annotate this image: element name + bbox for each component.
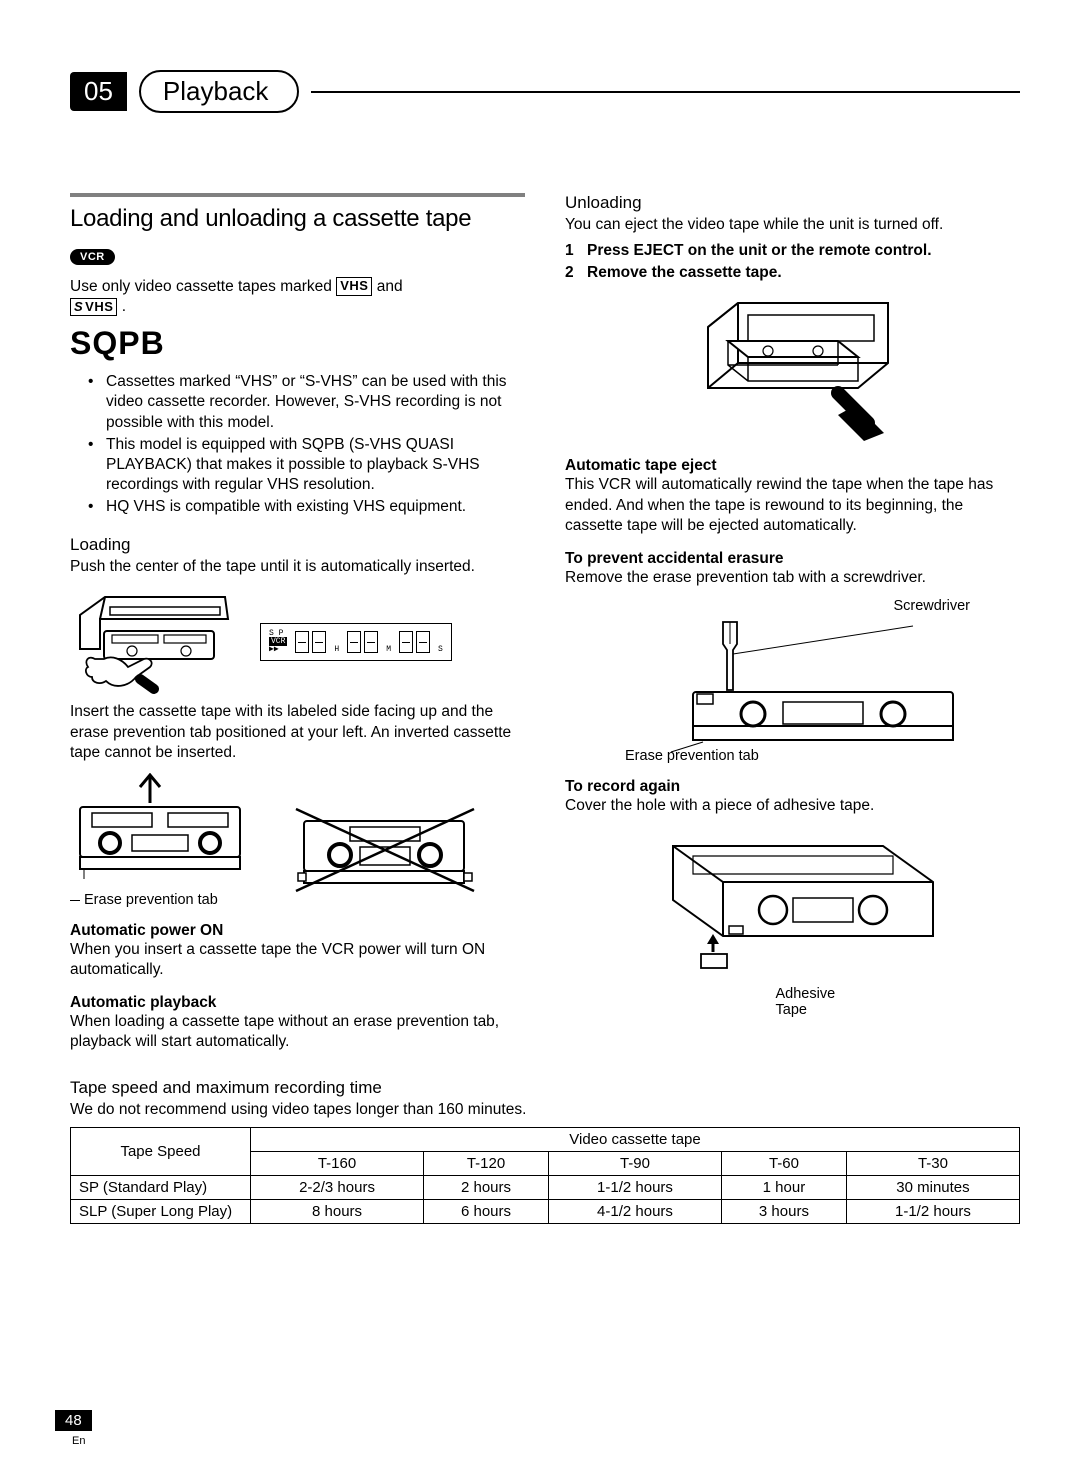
auto-playback-text: When loading a cassette tape without an … (70, 1012, 525, 1052)
sqpb-logo: SQPB (70, 325, 525, 362)
table-cell: 3 hours (722, 1199, 847, 1223)
table-cell: 8 hours (251, 1199, 424, 1223)
unloading-subhead: Unloading (565, 193, 1020, 213)
svhs-logo-icon: VHS (70, 298, 117, 317)
remove-tab-icon (663, 614, 983, 754)
page-number: 48 (55, 1410, 92, 1431)
erase-tab-label-2: Erase prevention tab (625, 748, 1020, 764)
chapter-number: 05 (70, 72, 127, 111)
auto-eject-head: Automatic tape eject (565, 457, 1020, 475)
prevent-erasure-text: Remove the erase prevention tab with a s… (565, 568, 1020, 588)
table-col: T-30 (846, 1151, 1019, 1175)
adhesive-tape-icon (643, 826, 943, 986)
vcr-badge: VCR (70, 249, 115, 265)
screwdriver-label: Screwdriver (625, 598, 1020, 614)
auto-power-head: Automatic power ON (70, 922, 525, 940)
table-row: SP (Standard Play) 2-2/3 hours 2 hours 1… (71, 1175, 1020, 1199)
prevent-erasure-head: To prevent accidental erasure (565, 550, 1020, 568)
left-column: Loading and unloading a cassette tape VC… (70, 193, 525, 1052)
chapter-header: 05 Playback (70, 70, 1020, 113)
section-title: Loading and unloading a cassette tape (70, 193, 525, 233)
wrong-cassette-icon (290, 803, 480, 908)
correct-cassette-icon: Erase prevention tab (70, 773, 250, 908)
chapter-title: Playback (139, 70, 299, 113)
table-cell: 30 minutes (846, 1175, 1019, 1199)
adhesive-figure: Adhesive Tape (565, 826, 1020, 1018)
table-head-speed: Tape Speed (71, 1127, 251, 1175)
table-cell: 4-1/2 hours (548, 1199, 721, 1223)
bullet-item: Cassettes marked “VHS” or “S-VHS” can be… (106, 372, 525, 432)
bullet-item: HQ VHS is compatible with existing VHS e… (106, 497, 525, 517)
use-only-pre: Use only video cassette tapes marked (70, 278, 336, 295)
auto-playback-head: Automatic playback (70, 994, 525, 1012)
table-col: T-60 (722, 1151, 847, 1175)
table-cell: 2 hours (424, 1175, 549, 1199)
table-col: T-120 (424, 1151, 549, 1175)
table-cell: 1-1/2 hours (548, 1175, 721, 1199)
vhs-logo-icon: VHS (336, 277, 372, 296)
sqpb-bullets: Cassettes marked “VHS” or “S-VHS” can be… (70, 372, 525, 517)
record-again-text: Cover the hole with a piece of adhesive … (565, 796, 1020, 816)
cassette-orientation-figure: Erase prevention tab (70, 773, 525, 908)
step-item: Press EJECT on the unit or the remote co… (565, 241, 1020, 261)
table-cell: 1-1/2 hours (846, 1199, 1019, 1223)
table-head-group: Video cassette tape (251, 1127, 1020, 1151)
chapter-rule (311, 91, 1020, 93)
right-column: Unloading You can eject the video tape w… (565, 193, 1020, 1052)
use-only-mid: and (377, 278, 403, 295)
step-item: Remove the cassette tape. (565, 263, 1020, 283)
adhesive-label: Adhesive Tape (776, 986, 856, 1018)
table-row-label: SLP (Super Long Play) (71, 1199, 251, 1223)
vcr-display: S P VCR ▶▶ H M S (260, 623, 452, 661)
auto-eject-text: This VCR will automatically rewind the t… (565, 475, 1020, 535)
tape-speed-section: Tape speed and maximum recording time We… (70, 1078, 1020, 1223)
table-cell: 2-2/3 hours (251, 1175, 424, 1199)
screwdriver-figure: Screwdriver Erase prevention tab (565, 598, 1020, 764)
table-row: SLP (Super Long Play) 8 hours 6 hours 4-… (71, 1199, 1020, 1223)
display-mode-label: S P VCR ▶▶ (269, 630, 287, 654)
use-only-text: Use only video cassette tapes marked VHS… (70, 277, 525, 317)
table-row-label: SP (Standard Play) (71, 1175, 251, 1199)
table-cell: 6 hours (424, 1199, 549, 1223)
eject-cassette-icon (688, 293, 898, 443)
insert-orientation-text: Insert the cassette tape with its labele… (70, 702, 525, 762)
table-col: T-160 (251, 1151, 424, 1175)
tape-speed-text: We do not recommend using video tapes lo… (70, 1100, 1020, 1120)
auto-power-text: When you insert a cassette tape the VCR … (70, 940, 525, 980)
use-only-post: . (122, 298, 126, 315)
table-col: T-90 (548, 1151, 721, 1175)
loading-text: Push the center of the tape until it is … (70, 557, 525, 577)
erase-tab-label: Erase prevention tab (70, 892, 250, 908)
unloading-text: You can eject the video tape while the u… (565, 215, 1020, 235)
recording-time-table: Tape Speed Video cassette tape T-160 T-1… (70, 1127, 1020, 1224)
bullet-item: This model is equipped with SQPB (S-VHS … (106, 435, 525, 495)
loading-figure: S P VCR ▶▶ H M S (70, 589, 525, 694)
language-code: En (72, 1435, 85, 1447)
table-cell: 1 hour (722, 1175, 847, 1199)
unloading-steps: Press EJECT on the unit or the remote co… (565, 241, 1020, 283)
eject-figure (565, 293, 1020, 443)
record-again-head: To record again (565, 778, 1020, 796)
loading-subhead: Loading (70, 535, 525, 555)
insert-cassette-icon (70, 589, 240, 694)
tape-speed-head: Tape speed and maximum recording time (70, 1078, 1020, 1098)
